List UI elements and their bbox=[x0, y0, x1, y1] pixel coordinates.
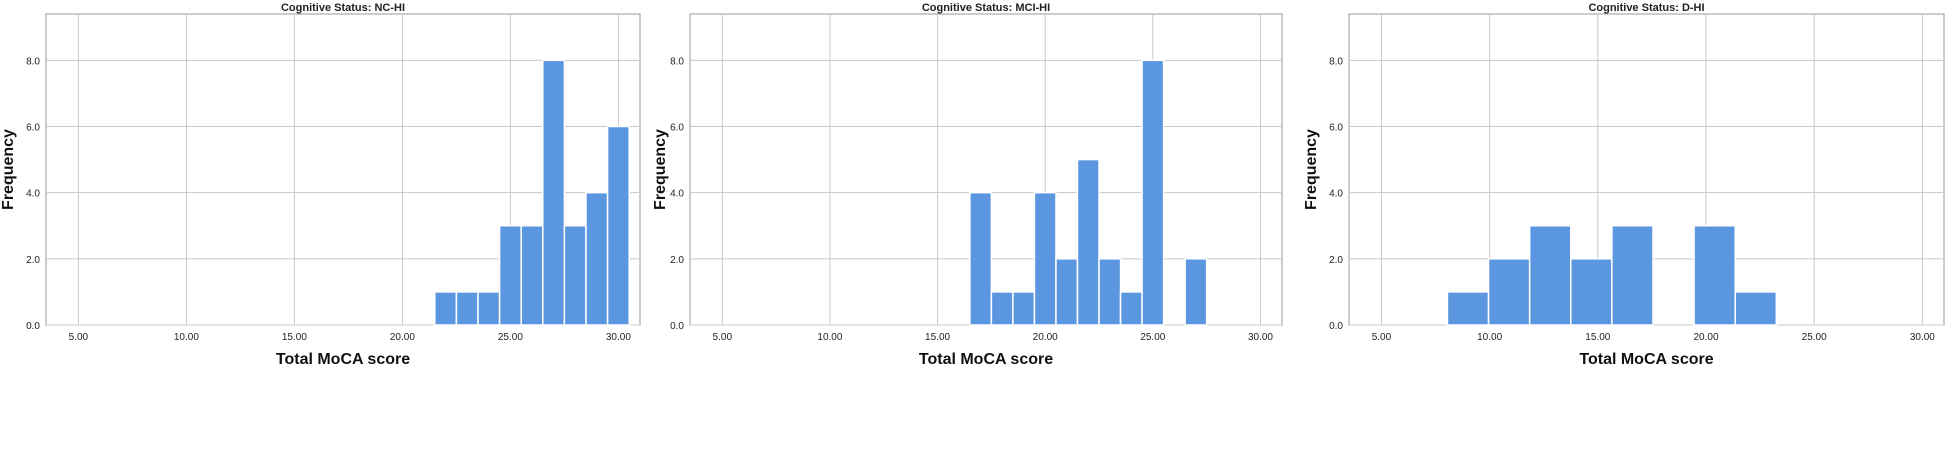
histogram-bar bbox=[477, 291, 501, 326]
histogram-svg-mci-hi: Cognitive Status: MCI-HI Frequency Total… bbox=[652, 2, 1283, 368]
histogram-bar bbox=[542, 59, 566, 326]
y-axis-label: Frequency bbox=[1303, 129, 1320, 210]
y-tick-label: 0.0 bbox=[1329, 321, 1343, 332]
histogram-bar bbox=[520, 224, 544, 326]
x-tick-label: 15.00 bbox=[925, 332, 950, 343]
y-tick-label: 8.0 bbox=[670, 56, 684, 67]
y-tick-label: 2.0 bbox=[670, 255, 684, 266]
y-tick-label: 2.0 bbox=[26, 255, 40, 266]
x-tick-label: 5.00 bbox=[1372, 332, 1392, 343]
y-tick-label: 0.0 bbox=[26, 321, 40, 332]
histogram-bar bbox=[1184, 258, 1208, 326]
histogram-bar bbox=[1528, 224, 1572, 326]
histogram-bar bbox=[498, 224, 522, 326]
y-tick-label: 6.0 bbox=[26, 122, 40, 133]
x-tick-label: 25.00 bbox=[498, 332, 523, 343]
histogram-bar bbox=[1076, 158, 1100, 326]
y-tick-label: 4.0 bbox=[670, 189, 684, 200]
histogram-svg-nc-hi: Cognitive Status: NC-HI Frequency Total … bbox=[0, 2, 641, 368]
histogram-bar bbox=[563, 224, 587, 326]
x-tick-label: 25.00 bbox=[1802, 332, 1827, 343]
y-tick-label: 6.0 bbox=[1329, 122, 1343, 133]
histogram-bar bbox=[1487, 258, 1531, 326]
x-tick-label: 5.00 bbox=[69, 332, 89, 343]
x-tick-label: 15.00 bbox=[1585, 332, 1610, 343]
y-axis-label: Frequency bbox=[652, 129, 669, 210]
x-tick-label: 30.00 bbox=[1910, 332, 1935, 343]
histogram-bar bbox=[606, 125, 630, 326]
x-axis-label: Total MoCA score bbox=[919, 351, 1053, 368]
histogram-bar bbox=[1141, 59, 1165, 326]
y-tick-label: 4.0 bbox=[1329, 189, 1343, 200]
x-tick-label: 10.00 bbox=[1477, 332, 1502, 343]
x-tick-label: 20.00 bbox=[1693, 332, 1718, 343]
histogram-bar bbox=[1734, 291, 1778, 326]
chart-title: Cognitive Status: MCI-HI bbox=[922, 2, 1050, 14]
histogram-svg-d-hi: Cognitive Status: D-HI Frequency Total M… bbox=[1303, 2, 1945, 368]
histogram-panel-nc-hi: Cognitive Status: NC-HI Frequency Total … bbox=[0, 0, 652, 455]
y-tick-label: 2.0 bbox=[1329, 255, 1343, 266]
histogram-bar bbox=[434, 291, 458, 326]
x-tick-label: 25.00 bbox=[1140, 332, 1165, 343]
x-tick-label: 5.00 bbox=[713, 332, 733, 343]
chart-title: Cognitive Status: D-HI bbox=[1588, 2, 1704, 14]
y-tick-label: 8.0 bbox=[26, 56, 40, 67]
histogram-bar bbox=[969, 191, 993, 326]
x-tick-label: 10.00 bbox=[174, 332, 199, 343]
histogram-bar bbox=[1055, 258, 1079, 326]
histogram-bar bbox=[1098, 258, 1122, 326]
x-tick-label: 15.00 bbox=[282, 332, 307, 343]
histogram-panel-mci-hi: Cognitive Status: MCI-HI Frequency Total… bbox=[652, 0, 1303, 455]
histogram-bar bbox=[1446, 291, 1490, 326]
x-tick-label: 30.00 bbox=[1248, 332, 1273, 343]
histogram-bar bbox=[1570, 258, 1613, 326]
y-tick-label: 6.0 bbox=[670, 122, 684, 133]
histogram-bar bbox=[990, 291, 1014, 326]
histogram-bar bbox=[1119, 291, 1143, 326]
y-axis-label: Frequency bbox=[0, 129, 17, 210]
x-tick-label: 20.00 bbox=[1033, 332, 1058, 343]
histogram-bar bbox=[1033, 191, 1057, 326]
x-tick-label: 10.00 bbox=[817, 332, 842, 343]
y-tick-label: 8.0 bbox=[1329, 56, 1343, 67]
chart-title: Cognitive Status: NC-HI bbox=[281, 2, 405, 14]
histogram-bar bbox=[455, 291, 479, 326]
x-axis-label: Total MoCA score bbox=[276, 351, 410, 368]
histogram-bar bbox=[1693, 224, 1736, 326]
y-tick-label: 0.0 bbox=[670, 321, 684, 332]
y-tick-label: 4.0 bbox=[26, 189, 40, 200]
x-axis-label: Total MoCA score bbox=[1579, 351, 1713, 368]
histogram-bar bbox=[585, 191, 609, 326]
histogram-bar bbox=[1611, 224, 1654, 326]
x-tick-label: 20.00 bbox=[390, 332, 415, 343]
histogram-bar bbox=[1012, 291, 1036, 326]
x-tick-label: 30.00 bbox=[606, 332, 631, 343]
histogram-panel-d-hi: Cognitive Status: D-HI Frequency Total M… bbox=[1303, 0, 1955, 455]
